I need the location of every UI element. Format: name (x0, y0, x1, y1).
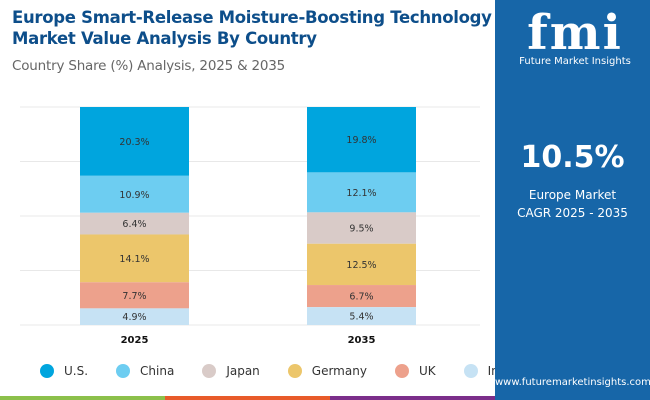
bar-segment-india-2035 (307, 307, 416, 325)
legend-dot-icon (394, 364, 409, 378)
data-label: 9.5% (349, 224, 373, 235)
cagr-label-period: CAGR 2025 - 2035 (517, 206, 628, 220)
legend-dot-icon (202, 364, 217, 378)
data-label: 6.7% (349, 292, 373, 303)
legend-label: U.S. (64, 364, 89, 378)
bar-segment-germany-2025 (80, 234, 189, 283)
legend-item: China (116, 364, 174, 378)
bar-segment-us-2025 (80, 107, 189, 176)
bar-segment-china-2025 (80, 175, 189, 213)
logo-mark: fmi (527, 5, 623, 61)
bar-segment-japan-2035 (307, 212, 416, 244)
bar-segment-us-2035 (307, 107, 416, 173)
stacked-bar-chart: 20.3% 10.9% 6.4% 14.1% 7.7% 4.9% 2025 19.8% 12.1… (20, 106, 480, 346)
data-label: 12.5% (346, 260, 376, 271)
legend-dot-icon (40, 364, 54, 378)
legend-item: U.S. (40, 364, 88, 378)
bar-segment-china-2035 (307, 172, 416, 213)
data-label: 5.4% (349, 312, 373, 323)
logo-text: Future Market Insights (519, 56, 631, 67)
legend-label: Germany (311, 364, 367, 378)
data-label: 7.7% (122, 291, 146, 302)
legend-item: Germany (287, 364, 367, 378)
bar-segment-uk-2025 (80, 282, 189, 309)
data-label: 12.1% (346, 188, 376, 199)
legend-label: Japan (226, 364, 260, 378)
bar-segment-japan-2025 (80, 212, 189, 235)
footer-strip-purple (330, 396, 495, 400)
legend: U.S.ChinaJapanGermanyUKIndia (40, 364, 545, 378)
cagr-value: 10.5% (520, 140, 625, 175)
chart-subtitle: Country Share (%) Analysis, 2025 & 2035 (12, 58, 286, 74)
data-label: 20.3% (119, 137, 149, 148)
legend-label: UK (418, 364, 436, 378)
legend-label: China (140, 364, 175, 378)
cagr-label: Europe Market CAGR 2025 - 2035 (495, 186, 650, 222)
legend-item: Japan (202, 364, 260, 378)
data-label: 14.1% (119, 254, 149, 265)
data-label: 4.9% (122, 312, 146, 323)
cagr-label-region: Europe Market (528, 188, 617, 202)
bar-segment-germany-2035 (307, 243, 416, 286)
data-label: 6.4% (122, 219, 146, 230)
legend-item: UK (394, 364, 436, 378)
x-tick-label: 2035 (348, 335, 376, 346)
legend-dot-icon (116, 364, 131, 378)
data-label: 19.8% (346, 135, 376, 146)
bar-segment-uk-2035 (307, 285, 416, 308)
side-panel: fmi Future Market Insights 10.5% Europe … (495, 0, 650, 400)
legend-dot-icon (287, 364, 302, 378)
bar-segment-india-2025 (80, 308, 189, 325)
fmi-logo: fmi Future Market Insights (515, 8, 635, 67)
data-label: 10.9% (119, 190, 149, 201)
footer-strip-green (0, 396, 165, 400)
x-tick-label: 2025 (121, 335, 149, 346)
footer-strip-orange (165, 396, 330, 400)
chart-title: Europe Smart-Release Moisture-Boosting T… (12, 8, 492, 48)
website-link[interactable]: www.futuremarketinsights.com (495, 377, 650, 388)
legend-dot-icon (463, 364, 478, 378)
